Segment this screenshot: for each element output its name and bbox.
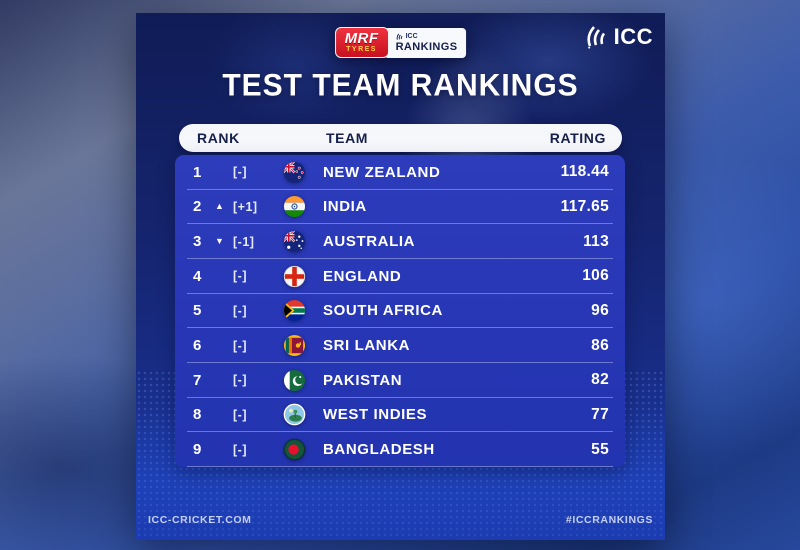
team-name: SRI LANKA (323, 337, 411, 355)
table-row: 2 ▲ [+1] INDIA 117.65 (175, 190, 625, 225)
table-row: 4 [-] ENGLAND 106 (175, 259, 625, 294)
rank-cell: 4 (193, 267, 202, 285)
table-row: 9 [-] BANGLADESH 55 (175, 432, 625, 467)
team-name: NEW ZEALAND (323, 163, 441, 181)
movement-indicator: [-] (233, 338, 247, 353)
mrf-tyres-logo: MRF TYRES (334, 27, 389, 58)
table-row: 3 ▼ [-1] AUSTRALIA 113 (175, 224, 625, 259)
team-name: AUSTRALIA (323, 233, 416, 251)
table-row: 8 [-] WEST INDIES 77 (175, 398, 625, 433)
rankings-card: MRF TYRES ICC RANKINGS (136, 13, 665, 540)
rating-value: 86 (591, 336, 609, 354)
rating-value: 118.44 (560, 163, 609, 181)
icc-wordmark: ICC (613, 24, 653, 49)
movement-indicator: [-1] (233, 234, 255, 249)
team-name: ENGLAND (323, 267, 402, 285)
team-flag-icon (283, 403, 323, 426)
header-rating: RATING (549, 130, 606, 146)
rank-cell: 2 (193, 198, 202, 216)
icc-rankings-logo: ICC RANKINGS (383, 27, 467, 58)
rank-cell: 3 (193, 233, 202, 251)
team-flag-icon (283, 438, 323, 461)
rating-value: 106 (582, 267, 609, 285)
icc-small-label: ICC (405, 33, 418, 40)
team-name: SOUTH AFRICA (323, 302, 443, 320)
rankings-label: RANKINGS (395, 40, 458, 53)
rank-cell: 5 (193, 302, 202, 320)
page-title: TEST TEAM RANKINGS (222, 67, 579, 103)
table-row: 7 [-] PAKISTAN 82 (175, 363, 625, 398)
rankings-table: 1 [-] NEW ZEALAND 118.44 2 ▲ [+1] INDIA … (175, 155, 625, 467)
team-flag-icon (283, 299, 323, 322)
rating-value: 96 (591, 301, 609, 319)
team-name: PAKISTAN (323, 371, 403, 389)
rank-cell: 9 (193, 441, 202, 459)
rank-cell: 1 (193, 163, 202, 181)
header-rank: RANK (197, 130, 240, 146)
header-team: TEAM (326, 130, 369, 146)
movement-indicator: [-] (233, 407, 247, 422)
movement-indicator: [-] (233, 269, 247, 284)
team-flag-icon (283, 265, 323, 288)
mrf-icc-rankings-badge: MRF TYRES ICC RANKINGS (334, 27, 467, 58)
team-flag-icon (283, 161, 323, 184)
rating-value: 82 (591, 371, 609, 389)
movement-indicator: [-] (233, 165, 247, 180)
team-flag-icon (283, 195, 323, 218)
team-name: BANGLADESH (323, 441, 435, 459)
rank-cell: 8 (193, 406, 202, 424)
icc-logo: ICC (585, 25, 653, 49)
rank-cell: 6 (193, 337, 202, 355)
movement-arrow-icon: ▼ (215, 236, 224, 247)
rating-value: 113 (583, 232, 609, 250)
team-name: INDIA (323, 198, 367, 216)
table-row: 5 [-] SOUTH AFRICA 96 (175, 294, 625, 329)
rating-value: 77 (591, 405, 609, 423)
movement-indicator: [-] (233, 442, 247, 457)
icc-swirl-icon (586, 26, 605, 49)
movement-arrow-icon: ▲ (215, 201, 224, 212)
footer: ICC-CRICKET.COM #ICCRANKINGS (136, 514, 665, 526)
team-flag-icon (283, 230, 323, 253)
team-name: WEST INDIES (323, 406, 428, 424)
rating-value: 55 (591, 440, 609, 458)
icc-swirl-icon-small (396, 33, 402, 40)
mrf-wordmark: MRF (344, 30, 379, 47)
rank-cell: 7 (193, 371, 202, 389)
movement-indicator: [-] (233, 373, 247, 388)
table-header: RANK TEAM RATING (179, 124, 622, 152)
team-flag-icon (283, 369, 323, 392)
table-row: 1 [-] NEW ZEALAND 118.44 (175, 155, 625, 190)
team-flag-icon (283, 334, 323, 357)
footer-hashtag: #ICCRANKINGS (565, 514, 653, 526)
movement-indicator: [+1] (233, 199, 258, 214)
movement-indicator: [-] (233, 303, 247, 318)
mrf-tyres-label: TYRES (346, 46, 377, 53)
rating-value: 117.65 (560, 197, 609, 215)
footer-website: ICC-CRICKET.COM (148, 514, 252, 526)
table-row: 6 [-] SRI LANKA 86 (175, 328, 625, 363)
